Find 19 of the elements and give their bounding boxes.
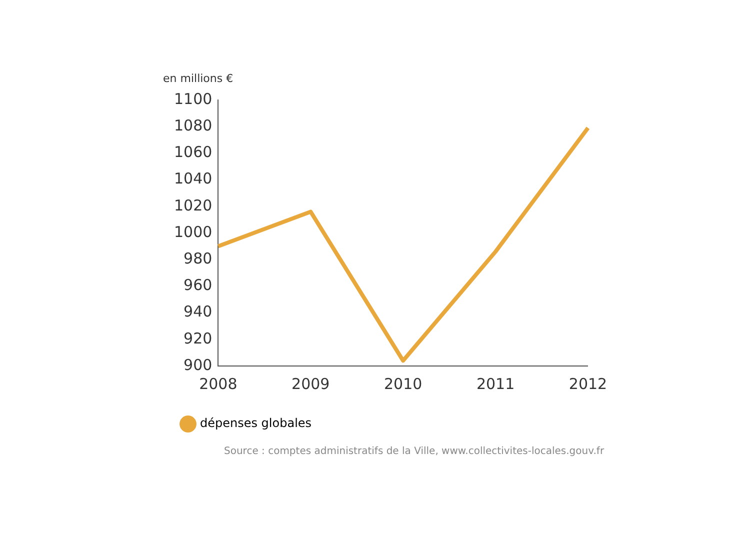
y-tick-label: 1040 [174,170,212,188]
source-note: Source : comptes administratifs de la Ville, www.collectivites-locales.gouv.fr [224,446,604,457]
x-tick-label: 2010 [384,374,422,393]
y-tick-label: 940 [184,302,212,321]
y-tick-label: 1100 [174,90,212,108]
y-tick-label: 920 [184,329,212,348]
y-tick-label: 1020 [174,196,212,214]
legend-label: dépenses globales [200,416,312,430]
y-tick-label: 960 [184,276,212,294]
x-tick-label: 2008 [199,374,238,393]
y-axis-title: en millions € [163,72,234,85]
y-tick-label: 980 [184,249,212,268]
x-tick-label: 2011 [476,374,515,393]
x-tick-label: 2012 [568,374,608,393]
y-tick-label: 900 [184,356,212,374]
y-tick-label: 1080 [174,116,212,134]
x-tick-label: 2009 [292,374,330,393]
y-tick-label: 1000 [174,222,212,241]
y-tick-label: 1060 [174,143,212,162]
